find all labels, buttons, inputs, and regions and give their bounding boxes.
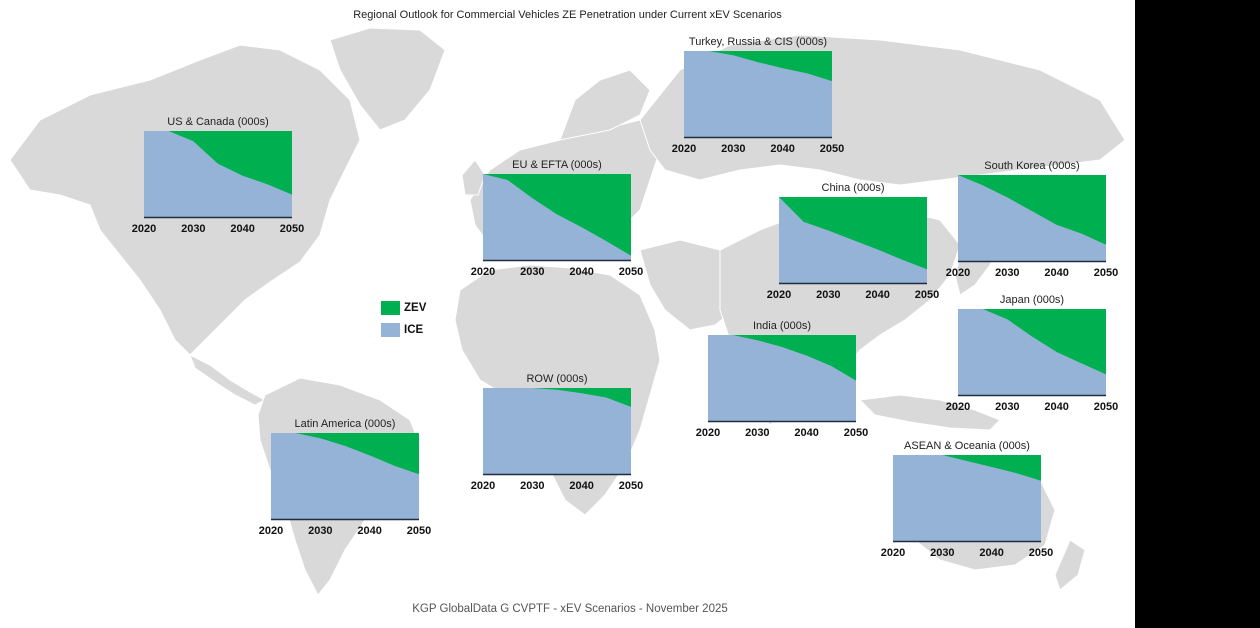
x-tick-label: 2040: [1044, 401, 1069, 413]
chart-canvas: Regional Outlook for Commercial Vehicles…: [0, 0, 1135, 628]
regional-chart-turkey-russia-cis-000s: Turkey, Russia & CIS (000s) 2020 2030 2040 2…: [672, 36, 844, 166]
area-plot: [271, 433, 419, 521]
area-plot: [483, 388, 631, 476]
legend: ZEV ICE: [381, 297, 426, 341]
ice-area: [958, 309, 1106, 395]
area-plot: [893, 455, 1041, 543]
x-tick-label: 2030: [520, 266, 545, 278]
x-tick-label: 2040: [569, 480, 594, 492]
x-tick-label: 2050: [1093, 401, 1119, 413]
regional-chart-title: Turkey, Russia & CIS (000s): [688, 36, 828, 48]
regional-chart-eu-efta-000s: EU & EFTA (000s) 2020 2030 2040 2050: [471, 159, 643, 289]
x-tick-label: 2040: [230, 223, 255, 235]
x-tick-label: 2050: [914, 289, 940, 301]
regional-chart-row-000s: ROW (000s) 2020 2030 2040 2050: [471, 373, 643, 503]
legend-item-ice: ICE: [381, 319, 426, 341]
legend-item-zev: ZEV: [381, 297, 426, 319]
x-tick-label: 2030: [721, 143, 746, 155]
regional-chart-japan-000s: Japan (000s) 2020 2030 2040 2050: [946, 294, 1118, 424]
x-tick-label: 2020: [945, 401, 971, 413]
regional-chart-title: China (000s): [821, 182, 885, 194]
x-tick-label: 2030: [995, 267, 1020, 279]
regional-chart-india-000s: India (000s) 2020 2030 2040 2050: [696, 320, 868, 450]
zev-swatch: [381, 301, 400, 315]
x-tick-label: 2050: [406, 525, 432, 537]
ice-area: [483, 388, 631, 474]
x-tick-label: 2050: [1028, 547, 1054, 559]
area-plot: [708, 335, 856, 423]
ice-area: [684, 51, 832, 137]
source-footer: KGP GlobalData G CVPTF - xEV Scenarios -…: [412, 603, 728, 615]
x-tick-label: 2020: [258, 525, 284, 537]
area-plot: [684, 51, 832, 139]
black-margin: [1135, 0, 1260, 628]
regional-chart-latin-america-000s: Latin America (000s) 2020 2030 2040 2050: [259, 418, 431, 548]
x-tick-label: 2040: [569, 266, 594, 278]
x-tick-label: 2020: [470, 266, 496, 278]
regional-chart-china-000s: China (000s) 2020 2030 2040 2050: [767, 182, 939, 312]
x-tick-label: 2020: [945, 267, 971, 279]
x-tick-label: 2030: [816, 289, 841, 301]
legend-label-zev: ZEV: [404, 302, 427, 314]
ice-area: [144, 131, 292, 217]
regional-chart-title: India (000s): [752, 320, 812, 332]
x-tick-label: 2050: [819, 143, 845, 155]
x-tick-label: 2040: [357, 525, 382, 537]
regional-chart-title: Japan (000s): [999, 294, 1065, 306]
x-tick-label: 2030: [181, 223, 206, 235]
x-tick-label: 2040: [770, 143, 795, 155]
x-tick-label: 2030: [520, 480, 545, 492]
ice-area: [271, 433, 419, 519]
regional-chart-title: ROW (000s): [526, 373, 588, 385]
ice-area: [958, 175, 1106, 261]
x-tick-label: 2040: [979, 547, 1004, 559]
x-tick-label: 2030: [745, 427, 770, 439]
regional-chart-asean-oceania-000s: ASEAN & Oceania (000s) 2020 2030 2040 2050: [881, 440, 1053, 570]
ice-area: [893, 455, 1041, 541]
x-tick-label: 2030: [930, 547, 955, 559]
regional-chart-title: ASEAN & Oceania (000s): [904, 440, 1030, 452]
chart-title: Regional Outlook for Commercial Vehicles…: [353, 9, 782, 21]
x-tick-label: 2020: [880, 547, 906, 559]
x-tick-label: 2050: [279, 223, 305, 235]
x-tick-label: 2030: [995, 401, 1020, 413]
regional-chart-us-canada-000s: US & Canada (000s) 2020 2030 2040 2050: [132, 116, 304, 246]
area-plot: [958, 175, 1106, 263]
x-tick-label: 2040: [794, 427, 819, 439]
regional-chart-title: South Korea (000s): [984, 160, 1080, 172]
x-tick-label: 2050: [618, 480, 644, 492]
ice-swatch: [381, 323, 400, 337]
ice-area: [483, 174, 631, 260]
ice-area: [779, 197, 927, 283]
x-tick-label: 2020: [131, 223, 157, 235]
x-tick-label: 2020: [766, 289, 792, 301]
x-tick-label: 2040: [1044, 267, 1069, 279]
x-tick-label: 2050: [843, 427, 869, 439]
ice-area: [708, 335, 856, 421]
regional-chart-title: US & Canada (000s): [167, 116, 269, 128]
x-tick-label: 2020: [695, 427, 721, 439]
area-plot: [958, 309, 1106, 397]
legend-label-ice: ICE: [404, 324, 424, 336]
regional-chart-south-korea-000s: South Korea (000s) 2020 2030 2040 2050: [946, 160, 1118, 290]
x-tick-label: 2050: [618, 266, 644, 278]
area-plot: [779, 197, 927, 285]
area-plot: [144, 131, 292, 219]
area-plot: [483, 174, 631, 262]
x-tick-label: 2020: [671, 143, 697, 155]
regional-chart-title: Latin America (000s): [294, 418, 396, 430]
x-tick-label: 2050: [1093, 267, 1119, 279]
x-tick-label: 2040: [865, 289, 890, 301]
x-tick-label: 2020: [470, 480, 496, 492]
regional-chart-title: EU & EFTA (000s): [512, 159, 602, 171]
x-tick-label: 2030: [308, 525, 333, 537]
